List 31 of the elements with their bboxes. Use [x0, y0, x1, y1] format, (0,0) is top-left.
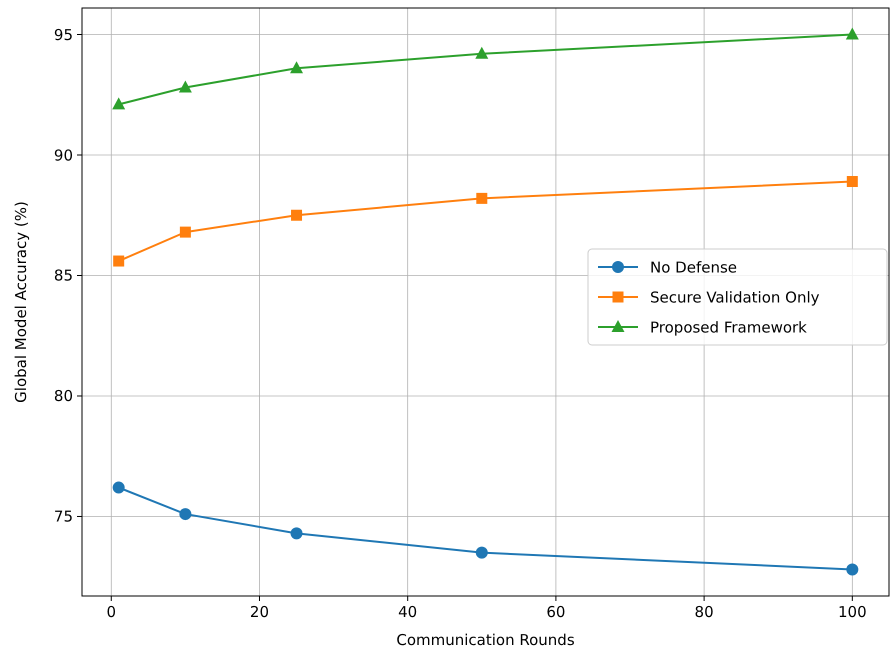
- legend-label: No Defense: [650, 258, 738, 276]
- y-tick-label: 90: [54, 146, 73, 164]
- y-tick-label: 75: [54, 508, 73, 526]
- point: [846, 28, 859, 40]
- y-tick-label: 95: [54, 26, 73, 44]
- point: [846, 563, 858, 576]
- point: [476, 546, 488, 559]
- point: [475, 46, 488, 59]
- point: [179, 508, 192, 520]
- point: [291, 210, 302, 221]
- legend-label: Proposed Framework: [650, 318, 808, 336]
- x-tick-label: 20: [250, 603, 270, 621]
- point: [113, 256, 124, 267]
- x-tick-label: 80: [694, 603, 714, 621]
- point: [178, 80, 192, 93]
- x-tick-label: 60: [546, 603, 566, 621]
- point: [846, 176, 858, 188]
- x-tick-label: 40: [398, 603, 418, 621]
- point: [476, 192, 488, 204]
- point: [290, 527, 303, 540]
- point: [112, 482, 125, 494]
- legend-label: Secure Validation Only: [650, 288, 820, 306]
- point: [180, 226, 191, 238]
- y-tick-label: 80: [54, 387, 73, 406]
- x-tick-label: 100: [838, 603, 867, 621]
- y-axis-title: Global Model Accuracy (%): [12, 201, 30, 403]
- x-axis-title: Communication Rounds: [396, 631, 575, 649]
- y-tick-label: 85: [54, 266, 73, 285]
- x-tick-label: 0: [106, 603, 116, 621]
- point: [112, 97, 126, 110]
- point: [290, 61, 304, 74]
